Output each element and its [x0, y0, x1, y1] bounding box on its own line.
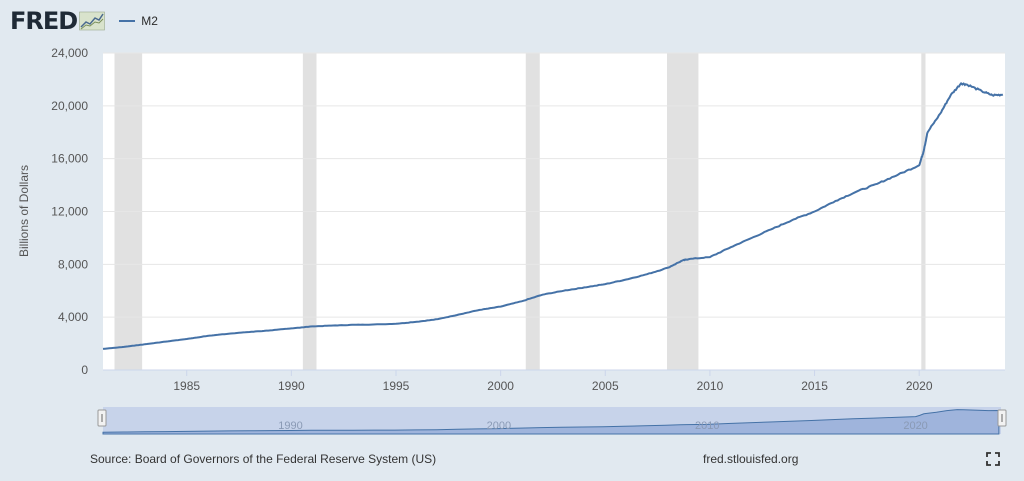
- navigator-label: 1990: [278, 420, 302, 432]
- x-tick-label: 1990: [278, 379, 305, 393]
- navigator-label: 2020: [903, 420, 927, 432]
- x-tick-label: 2015: [801, 379, 828, 393]
- x-tick-label: 1995: [383, 379, 410, 393]
- legend-label-m2: M2: [141, 14, 158, 28]
- x-tick-label: 2005: [592, 379, 619, 393]
- navigator-series-area: [102, 409, 1000, 435]
- navigator-labels: 1990 2000 2010 2020: [278, 420, 928, 432]
- legend[interactable]: M2: [119, 14, 158, 28]
- legend-swatch: [119, 20, 136, 22]
- y-tick-label: 24,000: [51, 46, 88, 60]
- navigator[interactable]: 1990 2000 2010 2020: [97, 407, 1007, 435]
- y-tick-label: 8,000: [58, 257, 88, 271]
- gridlines: [103, 52, 1005, 318]
- y-tick-label: 16,000: [51, 152, 88, 166]
- y-tick-label: 0: [81, 363, 88, 377]
- source-text: Source: Board of Governors of the Federa…: [90, 452, 437, 466]
- fullscreen-icon[interactable]: [986, 452, 1000, 466]
- x-tick-label: 2020: [906, 379, 933, 393]
- fred-logo-chart-icon: [79, 11, 106, 31]
- x-tick-label: 2000: [487, 379, 514, 393]
- y-tick-label: 20,000: [51, 99, 88, 113]
- y-axis-label: Billions of Dollars: [17, 165, 31, 257]
- x-tick-label: 2010: [697, 379, 724, 393]
- navigator-label: 2010: [695, 420, 719, 432]
- site-link[interactable]: fred.stlouisfed.org: [703, 452, 799, 466]
- chart-header: FRED M2: [10, 6, 158, 36]
- y-axis-ticks: 0 4,000 8,000 12,000 16,000 20,000 24,000: [51, 46, 88, 377]
- series-line-m2[interactable]: [102, 81, 1004, 350]
- x-tick-label: 1985: [173, 379, 200, 393]
- y-tick-label: 12,000: [51, 205, 88, 219]
- x-axis-ticks: 1985 1990 1995 2000 2005 2010 2015 2020: [173, 370, 933, 393]
- fred-logo[interactable]: FRED: [10, 7, 78, 35]
- y-tick-label: 4,000: [58, 310, 88, 324]
- navigator-label: 2000: [487, 420, 511, 432]
